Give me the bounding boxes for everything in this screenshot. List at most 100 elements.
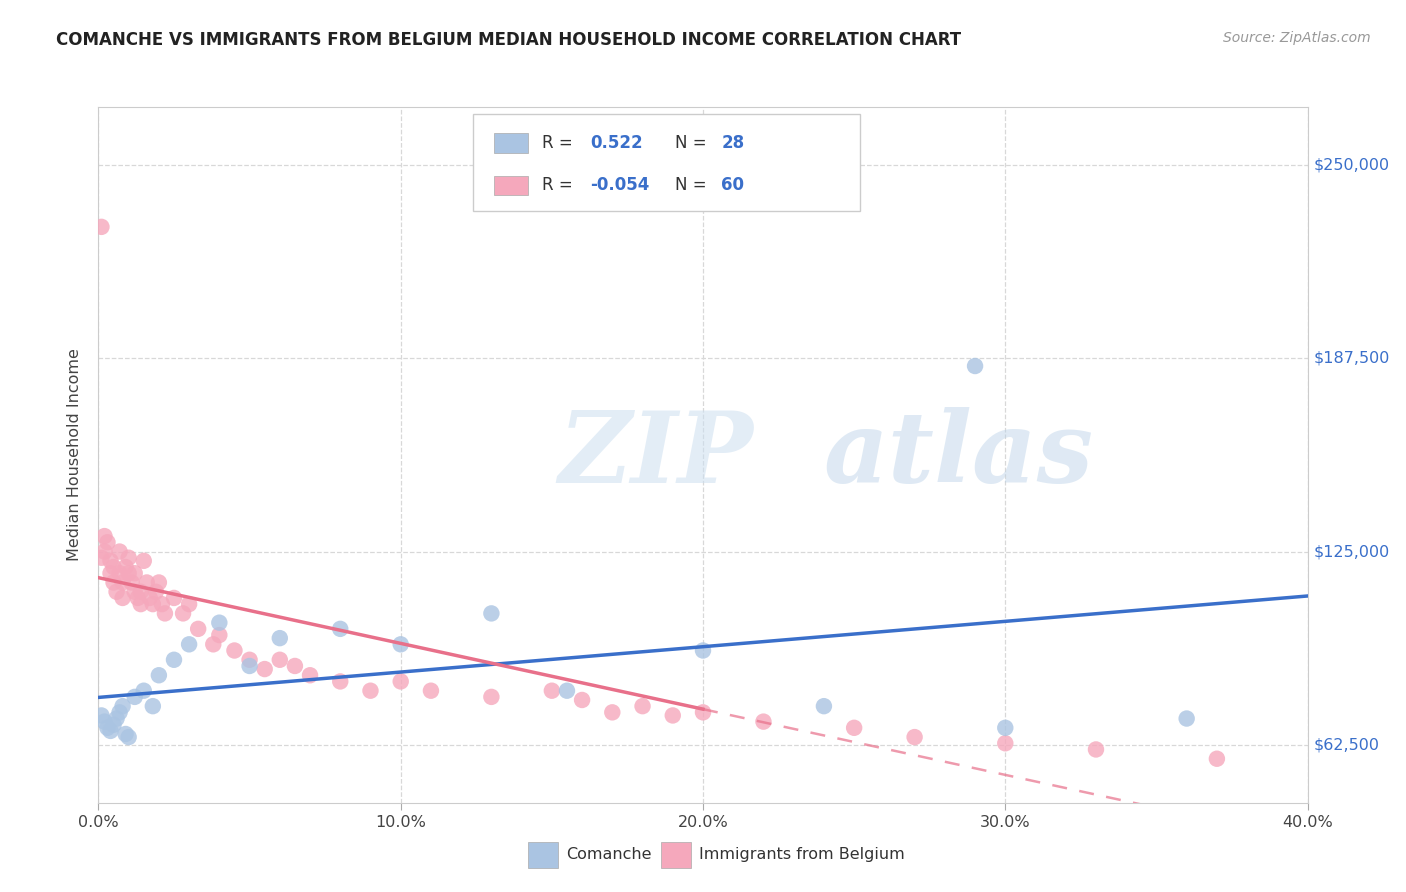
Point (269, 653, 291, 667)
Point (111, 575, 134, 590)
Text: N =: N = (675, 134, 711, 152)
Point (752, 714, 775, 729)
Point (239, 653, 262, 667)
Point (1206, 752, 1229, 766)
Point (329, 674, 352, 689)
Point (129, 597, 152, 611)
Point (93, 714, 115, 729)
Point (163, 591, 186, 605)
Text: ZIP: ZIP (558, 407, 752, 503)
Point (132, 554, 155, 568)
Point (540, 683, 562, 698)
Point (481, 607, 503, 621)
Point (105, 584, 128, 599)
Point (103, 575, 125, 590)
Point (124, 690, 146, 704)
Point (389, 637, 412, 651)
Point (111, 699, 134, 714)
Point (100, 566, 122, 581)
Point (965, 359, 987, 373)
Point (139, 591, 162, 605)
Point (124, 566, 146, 581)
Point (96, 721, 118, 735)
FancyBboxPatch shape (527, 842, 558, 868)
Point (661, 708, 683, 723)
Text: 60: 60 (721, 177, 744, 194)
Point (994, 721, 1017, 735)
Text: -0.054: -0.054 (591, 177, 650, 194)
Point (100, 554, 122, 568)
Point (118, 566, 141, 581)
Point (90, 550, 112, 565)
Point (153, 607, 176, 621)
FancyBboxPatch shape (494, 176, 527, 195)
Point (103, 560, 125, 574)
Text: Comanche: Comanche (567, 847, 652, 863)
Point (148, 668, 170, 682)
Point (177, 637, 201, 651)
Point (93, 544, 115, 558)
Y-axis label: Median Household Income: Median Household Income (67, 349, 83, 561)
Point (481, 690, 503, 704)
Point (329, 622, 352, 636)
Point (360, 683, 382, 698)
Point (145, 584, 167, 599)
Text: Source: ZipAtlas.com: Source: ZipAtlas.com (1223, 31, 1371, 45)
Text: R =: R = (543, 134, 578, 152)
Point (132, 683, 155, 698)
Point (163, 653, 186, 667)
Point (118, 730, 141, 744)
Point (904, 730, 927, 744)
Point (118, 550, 141, 565)
Text: Immigrants from Belgium: Immigrants from Belgium (699, 847, 905, 863)
Point (299, 668, 322, 682)
Point (253, 662, 276, 676)
Point (142, 597, 165, 611)
Point (108, 544, 131, 558)
Point (389, 674, 412, 689)
Text: COMANCHE VS IMMIGRANTS FROM BELGIUM MEDIAN HOUSEHOLD INCOME CORRELATION CHART: COMANCHE VS IMMIGRANTS FROM BELGIUM MEDI… (56, 31, 962, 49)
Text: R =: R = (543, 177, 578, 194)
Point (571, 693, 593, 707)
Point (631, 699, 654, 714)
Point (1175, 712, 1198, 726)
Text: $62,500: $62,500 (1313, 738, 1379, 752)
Point (284, 659, 307, 673)
Text: $187,500: $187,500 (1313, 351, 1391, 366)
Point (129, 584, 152, 599)
Point (96, 535, 118, 549)
Point (994, 736, 1017, 750)
Point (90, 708, 112, 723)
Point (100, 723, 122, 738)
Point (844, 721, 866, 735)
Text: 0.522: 0.522 (591, 134, 643, 152)
Point (172, 607, 194, 621)
Point (124, 584, 146, 599)
FancyBboxPatch shape (661, 842, 690, 868)
Text: $250,000: $250,000 (1313, 158, 1389, 172)
Point (93, 529, 115, 543)
Point (103, 717, 125, 731)
Point (114, 727, 136, 741)
Point (135, 575, 157, 590)
Point (555, 683, 578, 698)
Point (602, 706, 624, 720)
Point (121, 575, 143, 590)
Point (114, 560, 136, 574)
Point (90, 219, 112, 234)
Point (692, 706, 714, 720)
Point (239, 659, 262, 673)
Point (202, 637, 225, 651)
FancyBboxPatch shape (474, 114, 860, 211)
Point (208, 615, 231, 630)
Point (108, 706, 131, 720)
Text: 28: 28 (721, 134, 744, 152)
Point (224, 643, 246, 657)
Point (105, 712, 128, 726)
Point (150, 597, 173, 611)
Point (142, 699, 165, 714)
Point (1085, 742, 1108, 756)
Point (177, 597, 201, 611)
Point (127, 591, 149, 605)
Point (148, 575, 170, 590)
